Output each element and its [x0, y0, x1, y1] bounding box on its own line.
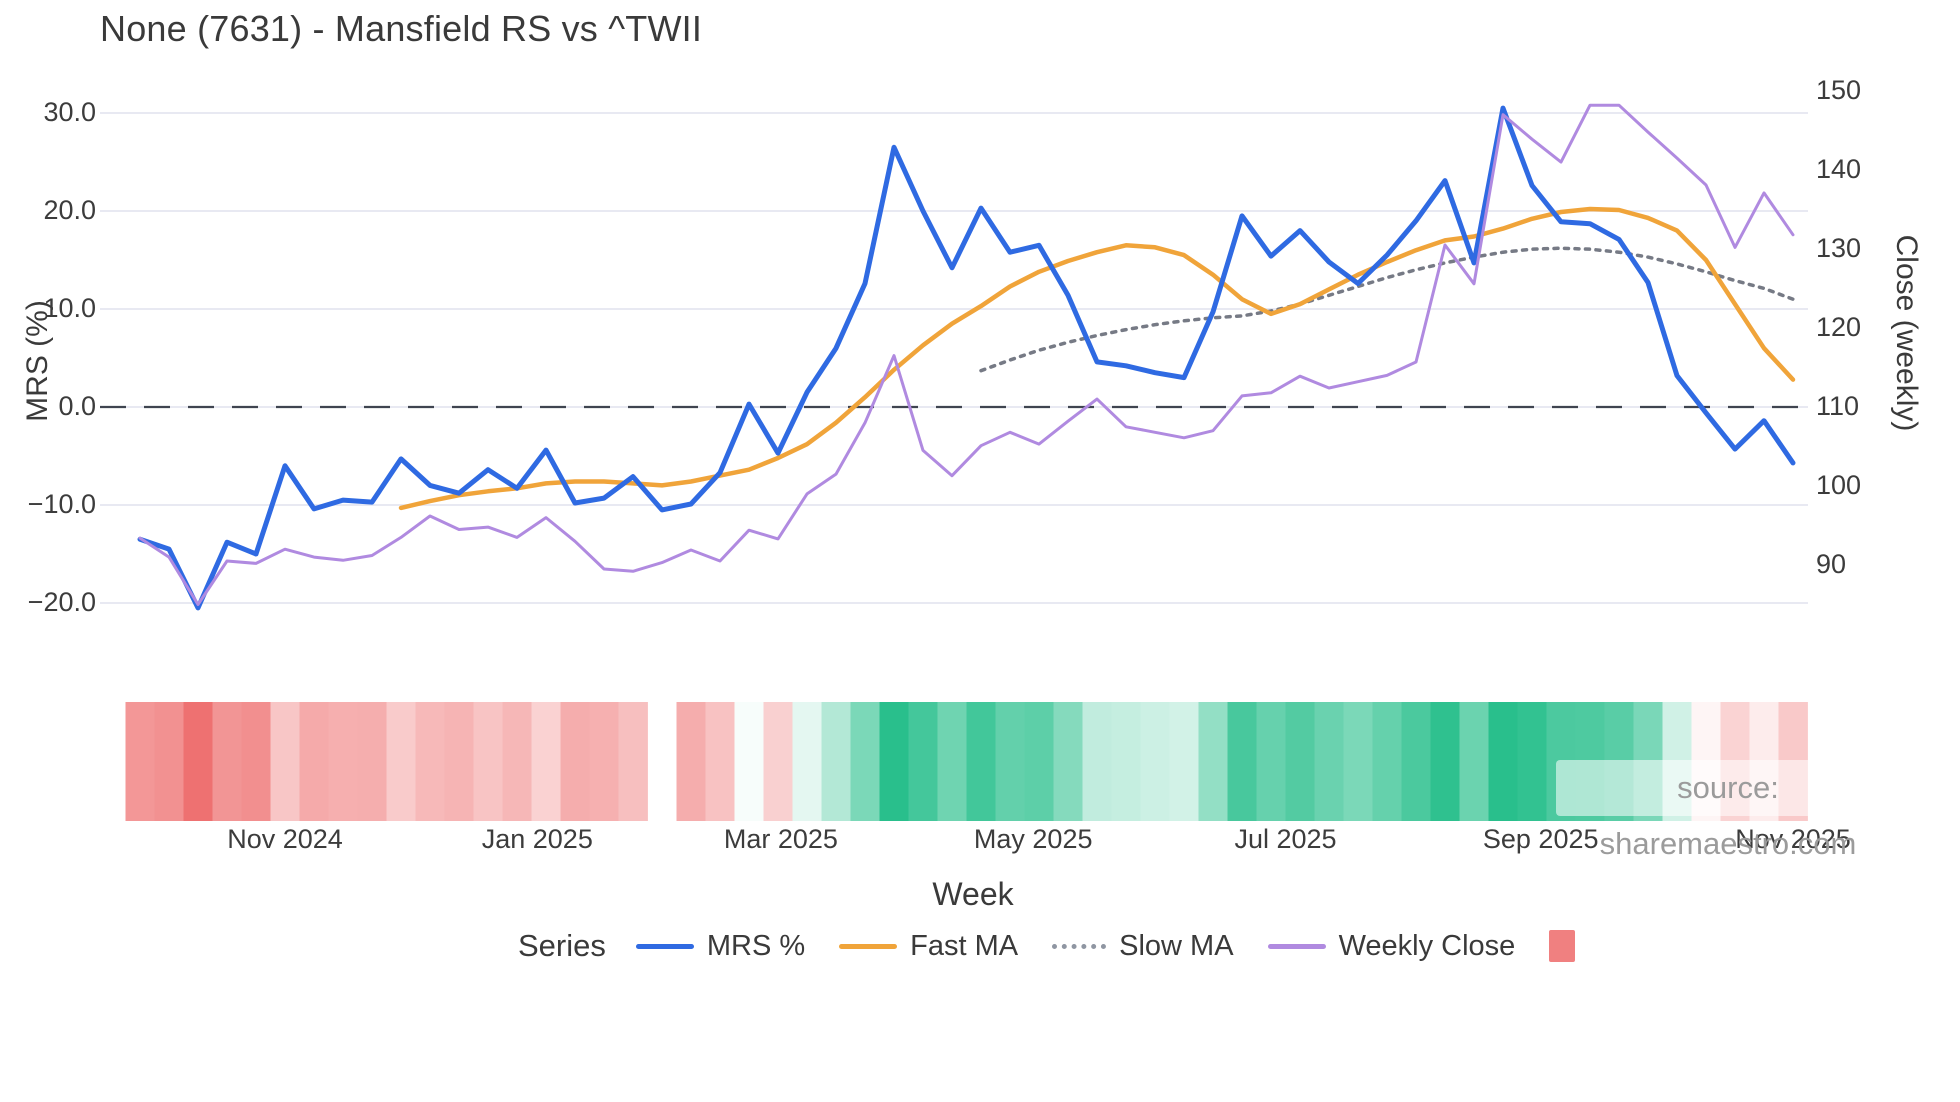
heatmap-cell	[1111, 702, 1141, 821]
fast-ma-line	[398, 206, 1796, 511]
heatmap-cell	[270, 702, 300, 821]
heatmap-cell	[618, 702, 648, 821]
x-tick: Nov 2024	[227, 824, 343, 854]
legend-item-weekly-close[interactable]: Weekly Close	[1267, 929, 1516, 963]
heatmap-cell	[183, 702, 213, 821]
x-tick: Mar 2025	[723, 824, 838, 854]
x-tick: Sep 2025	[1482, 824, 1599, 854]
heatmap-cell	[560, 702, 590, 821]
legend-item-fast-ma[interactable]: Fast MA	[839, 930, 1018, 963]
heatmap-cell	[705, 702, 735, 821]
x-tick: Nov 2025	[1735, 824, 1851, 855]
heatmap-cell	[531, 702, 561, 821]
heatmap-cell	[850, 702, 880, 821]
slow-ma-line	[979, 246, 1795, 373]
heatmap-cell	[763, 702, 793, 821]
heatmap-cell	[1140, 702, 1170, 821]
heatmap-cell	[212, 702, 242, 821]
heatmap-cell	[386, 702, 416, 821]
heatmap-cell	[1198, 702, 1228, 821]
source-text: source: sharemaestro.com	[1599, 770, 1857, 861]
heatmap-cell	[1488, 702, 1518, 821]
heatmap-cell	[1082, 702, 1112, 821]
weekly-close-line	[138, 103, 1795, 606]
slow-ma-dotted-swatch	[1052, 943, 1107, 949]
heatmap-cell	[589, 702, 619, 821]
y-right-tick: 100	[1816, 470, 1862, 500]
legend-title: Series	[518, 928, 606, 963]
y-right-tick: 150	[1816, 75, 1862, 105]
heatmap-cell	[415, 702, 445, 821]
y-right-tick: 120	[1816, 312, 1862, 342]
y-right-tick: 130	[1816, 233, 1862, 263]
right-axis-title: Close (weekly)	[1890, 234, 1923, 432]
legend-item-label: MRS %	[706, 929, 806, 962]
heatmap-cell	[1343, 702, 1373, 821]
heatmap-cell	[502, 702, 532, 821]
mrs--line	[137, 105, 1796, 611]
y-left-tick: 10.0	[43, 293, 96, 323]
y-right-tick: 140	[1816, 154, 1862, 184]
y-left-tick: −20.0	[27, 587, 96, 617]
y-left-tick: −10.0	[27, 489, 96, 519]
heatmap-cell	[1024, 702, 1054, 821]
y-left-tick: 0.0	[58, 391, 96, 421]
legend-item-label: Fast MA	[910, 929, 1019, 962]
source-watermark: source: sharemaestro.com	[1556, 760, 1900, 861]
left-axis-title: MRS (%)	[21, 300, 54, 422]
heatmap-cell	[879, 702, 909, 821]
heatmap-cell	[1517, 702, 1547, 821]
legend-item-heatmap[interactable]	[1549, 930, 1576, 962]
y-left-tick: 20.0	[43, 195, 96, 225]
mrs-line-swatch	[635, 943, 694, 949]
heatmap-cell	[1314, 702, 1344, 821]
heatmap-cell	[966, 702, 996, 821]
heatmap-cell	[299, 702, 329, 821]
heatmap-cell	[821, 702, 851, 821]
x-axis-title: Week	[932, 876, 1014, 912]
legend-item-slow-ma[interactable]: Slow MA	[1052, 929, 1234, 963]
fast-ma-line-swatch	[839, 943, 898, 949]
y-right-tick: 110	[1816, 391, 1860, 421]
heatmap-cell	[734, 702, 764, 821]
heatmap-cell	[328, 702, 358, 821]
heatmap-cell	[1430, 702, 1460, 821]
heatmap-cell	[937, 702, 967, 821]
heatmap-swatch	[1549, 930, 1576, 962]
heatmap-cell	[125, 702, 155, 821]
y-left-tick: 30.0	[43, 97, 96, 127]
heatmap-cell	[1285, 702, 1315, 821]
x-tick: Jan 2025	[481, 824, 593, 854]
heatmap-cell	[1053, 702, 1083, 821]
heatmap-cell	[1256, 702, 1286, 821]
heatmap-cell	[444, 702, 474, 821]
weekly-close-line-swatch	[1267, 943, 1326, 949]
x-tick: Jul 2025	[1234, 824, 1337, 854]
x-tick: May 2025	[973, 824, 1093, 854]
heatmap-cell	[1227, 702, 1257, 821]
heatmap-cell	[1401, 702, 1431, 821]
heatmap-cell	[1459, 702, 1489, 821]
legend-item-label: Slow MA	[1119, 929, 1234, 962]
heatmap-cell	[792, 702, 822, 821]
heatmap-cell	[154, 702, 184, 821]
legend-item-label: Weekly Close	[1338, 929, 1516, 962]
heatmap-cell	[1169, 702, 1199, 821]
y-right-tick: 90	[1816, 549, 1847, 579]
heatmap-cell	[995, 702, 1025, 821]
heatmap-cell	[676, 702, 706, 821]
heatmap-cell	[357, 702, 387, 821]
legend-item-mrs[interactable]: MRS %	[635, 929, 806, 963]
heatmap-cell	[908, 702, 938, 821]
heatmap-cell	[473, 702, 503, 821]
heatmap-cell	[241, 702, 271, 821]
legend: Series MRS % Fast MA Slow MA Weekly Clos…	[518, 924, 1576, 968]
heatmap-cell	[1372, 702, 1402, 821]
page-title: None (7631) - Mansfield RS vs ^TWII	[100, 8, 703, 49]
